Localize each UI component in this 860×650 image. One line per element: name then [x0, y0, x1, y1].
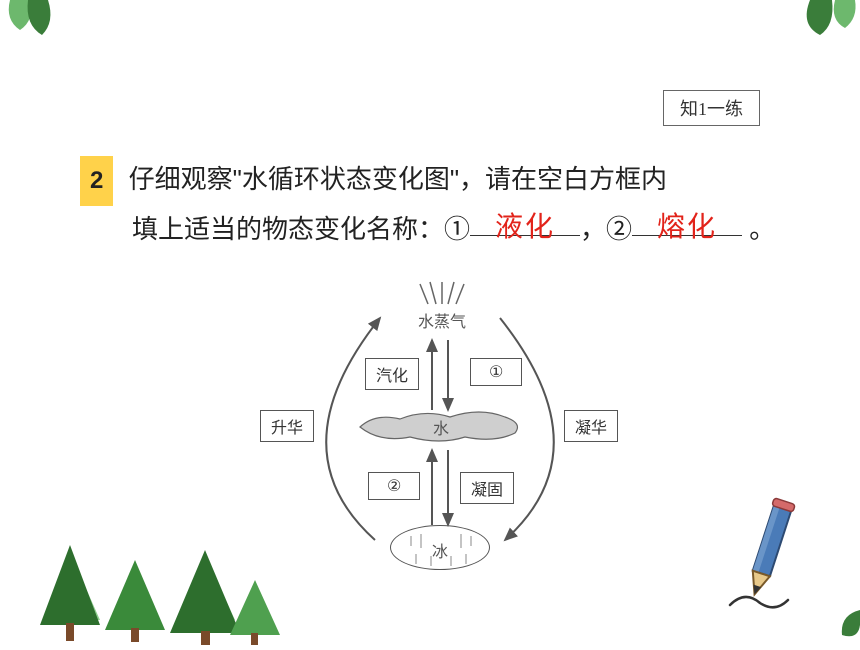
- trees-icon: [30, 525, 290, 645]
- box-1: ①: [470, 358, 522, 386]
- box-ninggu: 凝固: [460, 472, 514, 504]
- question-line1: 仔细观察"水循环状态变化图"，请在空白方框内: [129, 164, 667, 194]
- question-line2-prefix: 填上适当的物态变化名称：①: [132, 214, 470, 244]
- box-2: ②: [368, 472, 420, 500]
- corner-bottom-right: [830, 595, 860, 645]
- question-line2-suffix: 。: [742, 214, 775, 244]
- water-cycle-diagram: 水蒸气 水: [260, 280, 620, 580]
- box-ninghua: 凝华: [564, 410, 618, 442]
- water-shape: 水: [355, 405, 525, 445]
- label-ice: 冰: [391, 538, 489, 562]
- corner-top-right: [780, 0, 860, 55]
- question-line2-mid: ，②: [580, 214, 632, 244]
- pencil-icon: [720, 485, 820, 615]
- answer-1: 液化: [495, 212, 555, 243]
- blank-1: 液化: [470, 206, 580, 236]
- answer-2: 熔化: [657, 212, 717, 243]
- question-number: 2: [80, 156, 113, 206]
- corner-top-left: [0, 0, 70, 60]
- section-tag: 知1一练: [663, 90, 760, 126]
- box-shenghua: 升华: [260, 410, 314, 442]
- ice-shape: 冰: [390, 525, 490, 570]
- question-block: 2 仔细观察"水循环状态变化图"，请在空白方框内 填上适当的物态变化名称：①液化…: [80, 156, 780, 252]
- box-qihua: 汽化: [365, 358, 419, 390]
- question-text: 2 仔细观察"水循环状态变化图"，请在空白方框内 填上适当的物态变化名称：①液化…: [80, 156, 780, 252]
- label-water: 水: [433, 415, 449, 439]
- blank-2: 熔化: [632, 206, 742, 236]
